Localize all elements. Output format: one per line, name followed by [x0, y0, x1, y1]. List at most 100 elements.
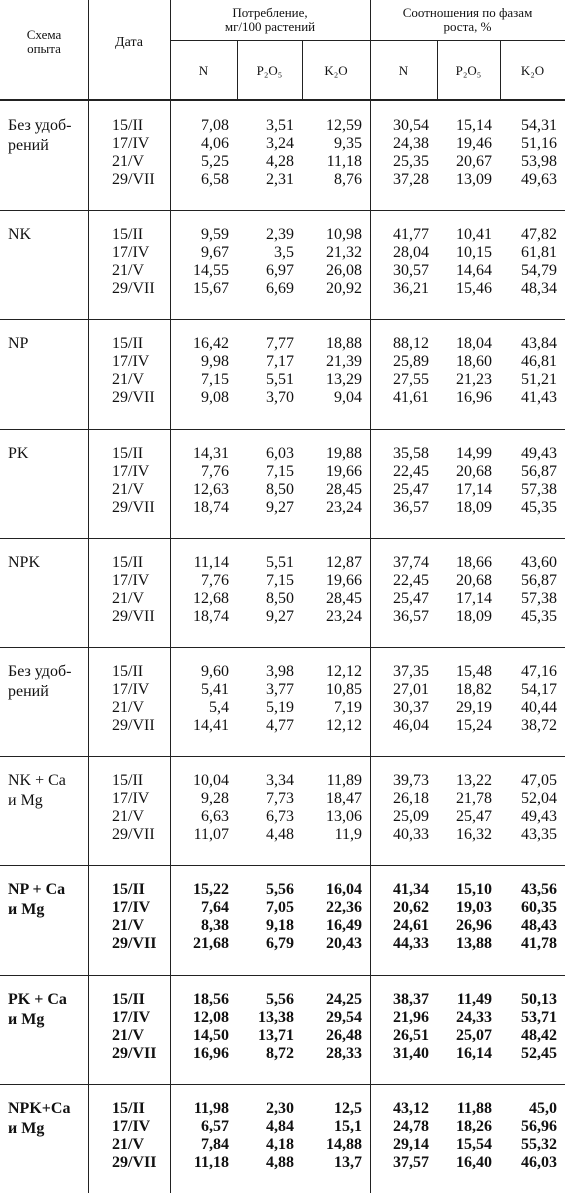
value-cell: 12,63 [193, 480, 229, 498]
value-cell: 7,15 [266, 571, 294, 589]
value-cell: 54,17 [521, 681, 557, 698]
value-cell: 7,64 [201, 899, 229, 917]
date-cell: 29/VII [112, 280, 155, 298]
value-cell: 36,21 [393, 280, 429, 298]
header-cell: Дата [115, 35, 143, 50]
value-cell: 9,98 [201, 353, 229, 371]
value-cell: 6,63 [201, 808, 229, 826]
value-cell: 38,72 [521, 717, 557, 734]
value-cell: 45,35 [521, 498, 557, 516]
value-cell: 26,08 [326, 262, 362, 280]
value-cell: 23,24 [326, 498, 362, 516]
date-cell: 17/IV [112, 1008, 151, 1026]
value-cell: 7,76 [201, 462, 229, 480]
value-cell: 6,57 [201, 1117, 229, 1135]
scheme-label: NP [8, 335, 29, 353]
date-cell: 29/VII [112, 607, 155, 625]
value-cell: 48,34 [521, 280, 557, 298]
value-cell: 18,26 [456, 1117, 492, 1135]
date-cell: 21/V [112, 589, 144, 607]
value-cell: 12,87 [326, 553, 362, 571]
value-cell: 15,10 [456, 881, 492, 899]
group-rule [0, 865, 565, 867]
value-cell: 13,88 [456, 935, 492, 953]
group-rule [0, 319, 565, 321]
group-rule [0, 537, 565, 539]
value-cell: 21,68 [193, 935, 229, 953]
value-cell: 25,47 [393, 589, 429, 607]
value-cell: 41,77 [393, 226, 429, 244]
date-cell: 15/II [112, 553, 144, 571]
value-cell: 37,57 [393, 1153, 429, 1171]
value-cell: 19,66 [326, 571, 362, 589]
scheme-label: и Mg [8, 792, 43, 810]
date-cell: 29/VII [112, 389, 155, 407]
value-cell: 11,18 [326, 153, 362, 170]
value-cell: 9,04 [334, 389, 362, 407]
value-cell: 31,40 [393, 1044, 429, 1062]
value-cell: 50,13 [521, 990, 557, 1008]
value-cell: 12,68 [193, 589, 229, 607]
column-header: P₂O₅ [256, 63, 283, 78]
value-cell: 56,96 [521, 1117, 557, 1135]
value-cell: 7,77 [266, 335, 294, 353]
value-cell: 19,66 [326, 462, 362, 480]
value-cell: 12,08 [193, 1008, 229, 1026]
scheme-label: NK + Ca [8, 772, 66, 790]
value-cell: 15,67 [193, 280, 229, 298]
date-cell: 21/V [112, 1135, 144, 1153]
value-cell: 16,42 [193, 335, 229, 353]
value-cell: 15,48 [456, 663, 492, 680]
column-header: N [198, 63, 209, 78]
value-cell: 13,38 [258, 1008, 294, 1026]
value-cell: 18,88 [326, 335, 362, 353]
value-cell: 3,24 [266, 135, 294, 152]
value-cell: 16,32 [456, 826, 492, 844]
header-cell: Соотношения по фазам [402, 5, 533, 20]
value-cell: 61,81 [521, 244, 557, 262]
value-cell: 5,51 [266, 553, 294, 571]
value-cell: 20,62 [393, 899, 429, 917]
value-cell: 2,31 [266, 171, 294, 188]
value-cell: 9,60 [201, 663, 229, 680]
value-cell: 22,45 [393, 462, 429, 480]
date-cell: 15/II [112, 117, 144, 134]
date-cell: 15/II [112, 772, 144, 790]
value-cell: 25,07 [456, 1026, 492, 1044]
value-cell: 26,48 [326, 1026, 362, 1044]
column-rule [88, 0, 89, 1193]
value-cell: 16,14 [456, 1044, 492, 1062]
value-cell: 26,51 [393, 1026, 429, 1044]
value-cell: 13,7 [334, 1153, 362, 1171]
value-cell: 45,0 [529, 1099, 557, 1117]
value-cell: 10,85 [326, 681, 362, 698]
value-cell: 3,5 [274, 244, 294, 262]
scheme-label: NP + Ca [8, 881, 66, 899]
value-cell: 3,77 [266, 681, 294, 698]
value-cell: 18,04 [456, 335, 492, 353]
scheme-label: PK [8, 444, 29, 462]
value-cell: 27,55 [393, 371, 429, 389]
date-cell: 29/VII [112, 1044, 157, 1062]
value-cell: 18,66 [456, 553, 492, 571]
value-cell: 14,88 [326, 1135, 362, 1153]
value-cell: 25,35 [393, 153, 429, 170]
value-cell: 5,4 [209, 699, 229, 716]
value-cell: 36,57 [393, 498, 429, 516]
scheme-label: Без удоб- [8, 663, 72, 680]
value-cell: 24,61 [393, 917, 429, 935]
value-cell: 43,84 [521, 335, 557, 353]
column-rule [370, 0, 371, 1193]
value-cell: 52,04 [521, 790, 557, 808]
value-cell: 6,73 [266, 808, 294, 826]
value-cell: 47,82 [521, 226, 557, 244]
value-cell: 11,88 [456, 1099, 492, 1117]
value-cell: 9,27 [266, 607, 294, 625]
value-cell: 11,14 [193, 553, 229, 571]
value-cell: 20,67 [456, 153, 492, 170]
value-cell: 35,58 [393, 444, 429, 462]
value-cell: 6,69 [266, 280, 294, 298]
group-rule [0, 1083, 565, 1085]
value-cell: 23,24 [326, 607, 362, 625]
date-cell: 17/IV [112, 571, 150, 589]
